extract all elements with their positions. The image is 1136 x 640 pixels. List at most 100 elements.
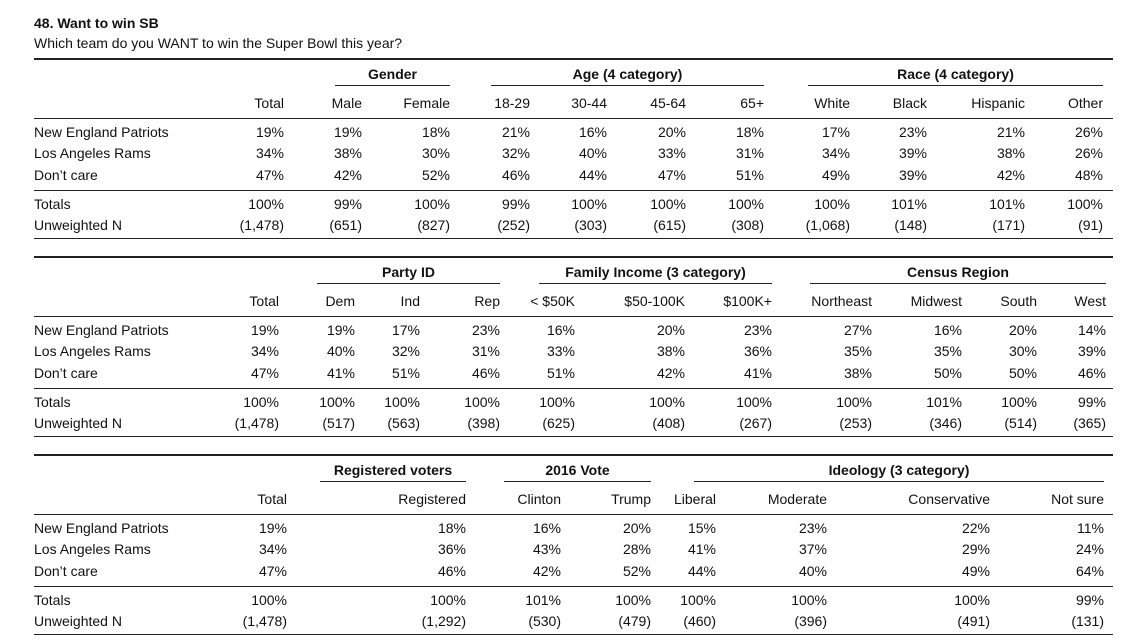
- table-cell: 47%: [657, 167, 686, 183]
- table-cell: 31%: [471, 343, 500, 359]
- table-cell: 100%: [464, 394, 500, 410]
- table-cell: (460): [683, 613, 716, 629]
- group-header: Ideology (3 category): [828, 462, 970, 478]
- table-cell: 46%: [437, 563, 466, 579]
- table-cell: 35%: [933, 343, 962, 359]
- table-cell: 100%: [814, 196, 850, 212]
- table-cell: 40%: [578, 145, 607, 161]
- table-cell: (1,478): [234, 415, 279, 431]
- table-cell: 23%: [743, 322, 772, 338]
- group-header: Family Income (3 category): [565, 264, 746, 280]
- table-bottom-rule: [34, 436, 1113, 437]
- column-header: Registered: [398, 491, 466, 507]
- table-cell: (491): [957, 613, 990, 629]
- table-cell: 17%: [821, 124, 850, 140]
- table-cell: 27%: [843, 322, 872, 338]
- table-cell: 51%: [546, 365, 575, 381]
- table-bottom-rule: [34, 634, 1113, 635]
- table-cell: 16%: [933, 322, 962, 338]
- table-cell: 100%: [1067, 196, 1103, 212]
- totals-rule: [34, 586, 1113, 587]
- table-cell: 29%: [961, 541, 990, 557]
- table-cell: (148): [894, 217, 927, 233]
- table-cell: (252): [497, 217, 530, 233]
- group-underline: [335, 85, 450, 86]
- column-header: Total: [257, 491, 287, 507]
- group-header: 2016 Vote: [545, 462, 610, 478]
- column-header: West: [1074, 293, 1106, 309]
- table-cell: 38%: [996, 145, 1025, 161]
- column-header: Hispanic: [971, 95, 1025, 111]
- table-cell: 100%: [954, 592, 990, 608]
- table-cell: 44%: [578, 167, 607, 183]
- group-underline: [539, 283, 772, 284]
- table-cell: 17%: [391, 322, 420, 338]
- column-header: 18-29: [494, 95, 530, 111]
- table-cell: 49%: [961, 563, 990, 579]
- table-cell: 99%: [333, 196, 362, 212]
- column-header: Total: [249, 293, 279, 309]
- table-cell: 34%: [258, 541, 287, 557]
- table-cell: (396): [794, 613, 827, 629]
- table-cell: 20%: [656, 322, 685, 338]
- row-label: New England Patriots: [34, 520, 169, 536]
- table-bottom-rule: [34, 238, 1113, 239]
- column-header: Dem: [325, 293, 355, 309]
- table-cell: 100%: [650, 196, 686, 212]
- group-header: Race (4 category): [897, 66, 1014, 82]
- table-cell: (615): [653, 217, 686, 233]
- table-cell: (625): [542, 415, 575, 431]
- table-cell: (514): [1004, 415, 1037, 431]
- column-header: Conservative: [908, 491, 990, 507]
- table-cell: 99%: [1077, 394, 1106, 410]
- table-cell: 99%: [1075, 592, 1104, 608]
- table-cell: 15%: [687, 520, 716, 536]
- crosstab-party-income-region: Party ID Family Income (3 category) Census…: [34, 256, 1113, 438]
- table-cell: 23%: [798, 520, 827, 536]
- table-cell: 19%: [258, 520, 287, 536]
- table-cell: 101%: [989, 196, 1025, 212]
- table-cell: 20%: [622, 520, 651, 536]
- group-underline: [320, 481, 466, 482]
- column-header: Black: [892, 95, 927, 111]
- group-header: Party ID: [382, 264, 435, 280]
- group-underline: [810, 283, 1106, 284]
- table-cell: 36%: [437, 541, 466, 557]
- group-underline: [694, 481, 1104, 482]
- table-cell: 50%: [1008, 365, 1037, 381]
- table-top-rule: [34, 256, 1113, 258]
- header-rule: [34, 514, 1113, 515]
- crosstab-registered-vote-ideology: Registered voters 2016 Vote Ideology (3 ca…: [34, 454, 1113, 636]
- table-cell: 48%: [1074, 167, 1103, 183]
- table-cell: 100%: [243, 394, 279, 410]
- group-underline: [504, 481, 651, 482]
- column-header: White: [814, 95, 850, 111]
- column-header: $100K+: [723, 293, 772, 309]
- table-cell: 100%: [680, 592, 716, 608]
- row-label: Unweighted N: [34, 613, 122, 629]
- table-cell: 46%: [471, 365, 500, 381]
- column-header: Ind: [400, 293, 420, 309]
- table-cell: 36%: [743, 343, 772, 359]
- table-cell: 100%: [414, 196, 450, 212]
- table-cell: (171): [992, 217, 1025, 233]
- table-cell: 40%: [798, 563, 827, 579]
- column-header: Clinton: [517, 491, 561, 507]
- table-cell: 33%: [546, 343, 575, 359]
- table-cell: 22%: [961, 520, 990, 536]
- table-cell: 11%: [1077, 520, 1104, 536]
- group-header: Registered voters: [333, 462, 453, 478]
- table-cell: 19%: [326, 322, 355, 338]
- group-underline: [317, 283, 500, 284]
- table-cell: 18%: [421, 124, 450, 140]
- table-cell: (563): [387, 415, 420, 431]
- table-cell: 21%: [501, 124, 530, 140]
- table-cell: 32%: [501, 145, 530, 161]
- table-cell: (408): [652, 415, 685, 431]
- question-title: 48. Want to win SB: [34, 15, 159, 31]
- table-cell: (365): [1073, 415, 1106, 431]
- table-cell: (1,292): [421, 613, 466, 629]
- table-cell: 100%: [384, 394, 420, 410]
- column-header: Midwest: [910, 293, 962, 309]
- table-cell: 34%: [821, 145, 850, 161]
